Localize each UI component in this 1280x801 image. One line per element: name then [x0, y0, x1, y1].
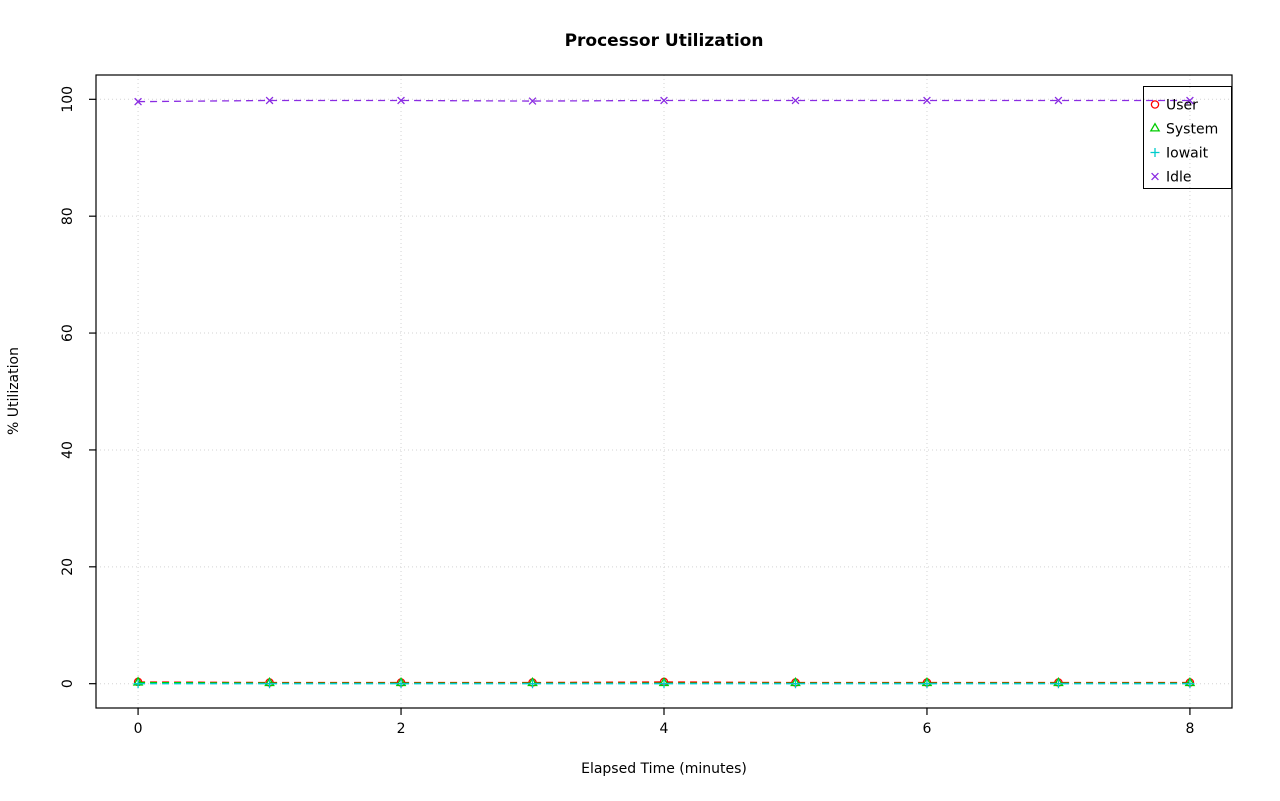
y-tick-label: 0 [60, 679, 76, 688]
x-tick-label: 2 [397, 721, 406, 737]
chart-title: Processor Utilization [564, 31, 764, 51]
y-tick-label: 20 [60, 558, 76, 576]
x-axis-label: Elapsed Time (minutes) [581, 761, 747, 777]
legend-label-system: System [1166, 122, 1218, 138]
y-tick-label: 40 [60, 441, 76, 459]
y-tick-label: 80 [60, 207, 76, 225]
legend-label-idle: Idle [1166, 170, 1192, 186]
series-idle [134, 96, 1194, 106]
y-axis-label: % Utilization [6, 347, 22, 435]
y-tick-label: 60 [60, 324, 76, 342]
legend-label-iowait: Iowait [1166, 146, 1209, 162]
legend-label-user: User [1166, 98, 1198, 114]
x-tick-label: 8 [1185, 721, 1194, 737]
x-tick-label: 0 [134, 721, 143, 737]
x-tick-label: 6 [923, 721, 932, 737]
x-tick-label: 4 [660, 721, 669, 737]
y-tick-label: 100 [60, 86, 76, 113]
grid-lines [96, 75, 1232, 708]
series-iowait [133, 679, 1195, 689]
legend: User System Iowait Idle [1143, 86, 1232, 189]
y-axis-ticks: 0 20 40 60 80 100 [60, 86, 96, 688]
x-axis-ticks: 0 2 4 6 8 [134, 708, 1194, 737]
